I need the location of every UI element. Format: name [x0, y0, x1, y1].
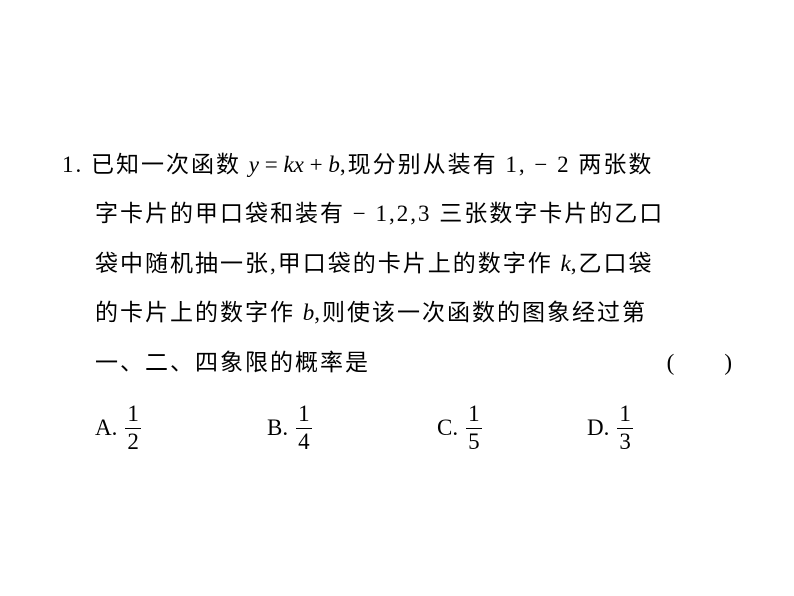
- question-number: 1.: [62, 152, 83, 177]
- choice-a-fraction: 1 2: [125, 401, 141, 455]
- choice-b-num: 1: [296, 401, 312, 427]
- eq-equals: =: [259, 152, 283, 177]
- choice-d-label: D.: [587, 415, 609, 441]
- choice-b-den: 4: [296, 428, 312, 455]
- choice-a-num: 1: [125, 401, 141, 427]
- choice-d-den: 3: [617, 428, 633, 455]
- line-1: 1. 已知一次函数 y = kx + b,现分别从装有 1, − 2 两张数: [62, 140, 732, 189]
- question-body: 1. 已知一次函数 y = kx + b,现分别从装有 1, − 2 两张数 字…: [62, 140, 732, 387]
- choice-c-label: C.: [437, 415, 458, 441]
- line-3: 袋中随机抽一张,甲口袋的卡片上的数字作 k,乙口袋: [62, 239, 732, 288]
- eq-b: b: [328, 152, 340, 177]
- paren-space: [674, 350, 724, 375]
- choice-b-label: B.: [267, 415, 288, 441]
- line1-prefix: 已知一次函数: [91, 152, 249, 177]
- choice-c: C. 1 5: [437, 401, 587, 455]
- eq-y: y: [249, 152, 259, 177]
- choice-b-fraction: 1 4: [296, 401, 312, 455]
- line4-prefix: 的卡片上的数字作: [95, 300, 303, 325]
- choice-b: B. 1 4: [267, 401, 437, 455]
- line5-text: 一、二、四象限的概率是: [95, 338, 370, 387]
- choice-c-den: 5: [466, 428, 482, 455]
- choice-a: A. 1 2: [95, 401, 267, 455]
- choice-d: D. 1 3: [587, 401, 633, 455]
- line4-suffix: ,则使该一次函数的图象经过第: [314, 300, 647, 325]
- eq-kx: kx: [283, 152, 303, 177]
- line3-prefix: 袋中随机抽一张,甲口袋的卡片上的数字作: [95, 251, 561, 276]
- answer-paren: ( ): [667, 338, 732, 387]
- line1-suffix: ,现分别从装有 1, − 2 两张数: [340, 152, 653, 177]
- choice-a-label: A.: [95, 415, 117, 441]
- choices-row: A. 1 2 B. 1 4 C. 1 5 D. 1 3: [62, 401, 732, 455]
- question-content: 1. 已知一次函数 y = kx + b,现分别从装有 1, − 2 两张数 字…: [62, 140, 732, 455]
- choice-d-fraction: 1 3: [617, 401, 633, 455]
- line4-b: b: [303, 300, 315, 325]
- line3-suffix: ,乙口袋: [571, 251, 654, 276]
- choice-c-num: 1: [466, 401, 482, 427]
- line-5: 一、二、四象限的概率是 ( ): [62, 338, 732, 387]
- choice-d-num: 1: [617, 401, 633, 427]
- line-2: 字卡片的甲口袋和装有 − 1,2,3 三张数字卡片的乙口: [62, 189, 732, 238]
- line3-k: k: [561, 251, 571, 276]
- eq-plus: +: [304, 152, 328, 177]
- choice-c-fraction: 1 5: [466, 401, 482, 455]
- choice-a-den: 2: [125, 428, 141, 455]
- line-4: 的卡片上的数字作 b,则使该一次函数的图象经过第: [62, 288, 732, 337]
- paren-close: ): [724, 350, 732, 375]
